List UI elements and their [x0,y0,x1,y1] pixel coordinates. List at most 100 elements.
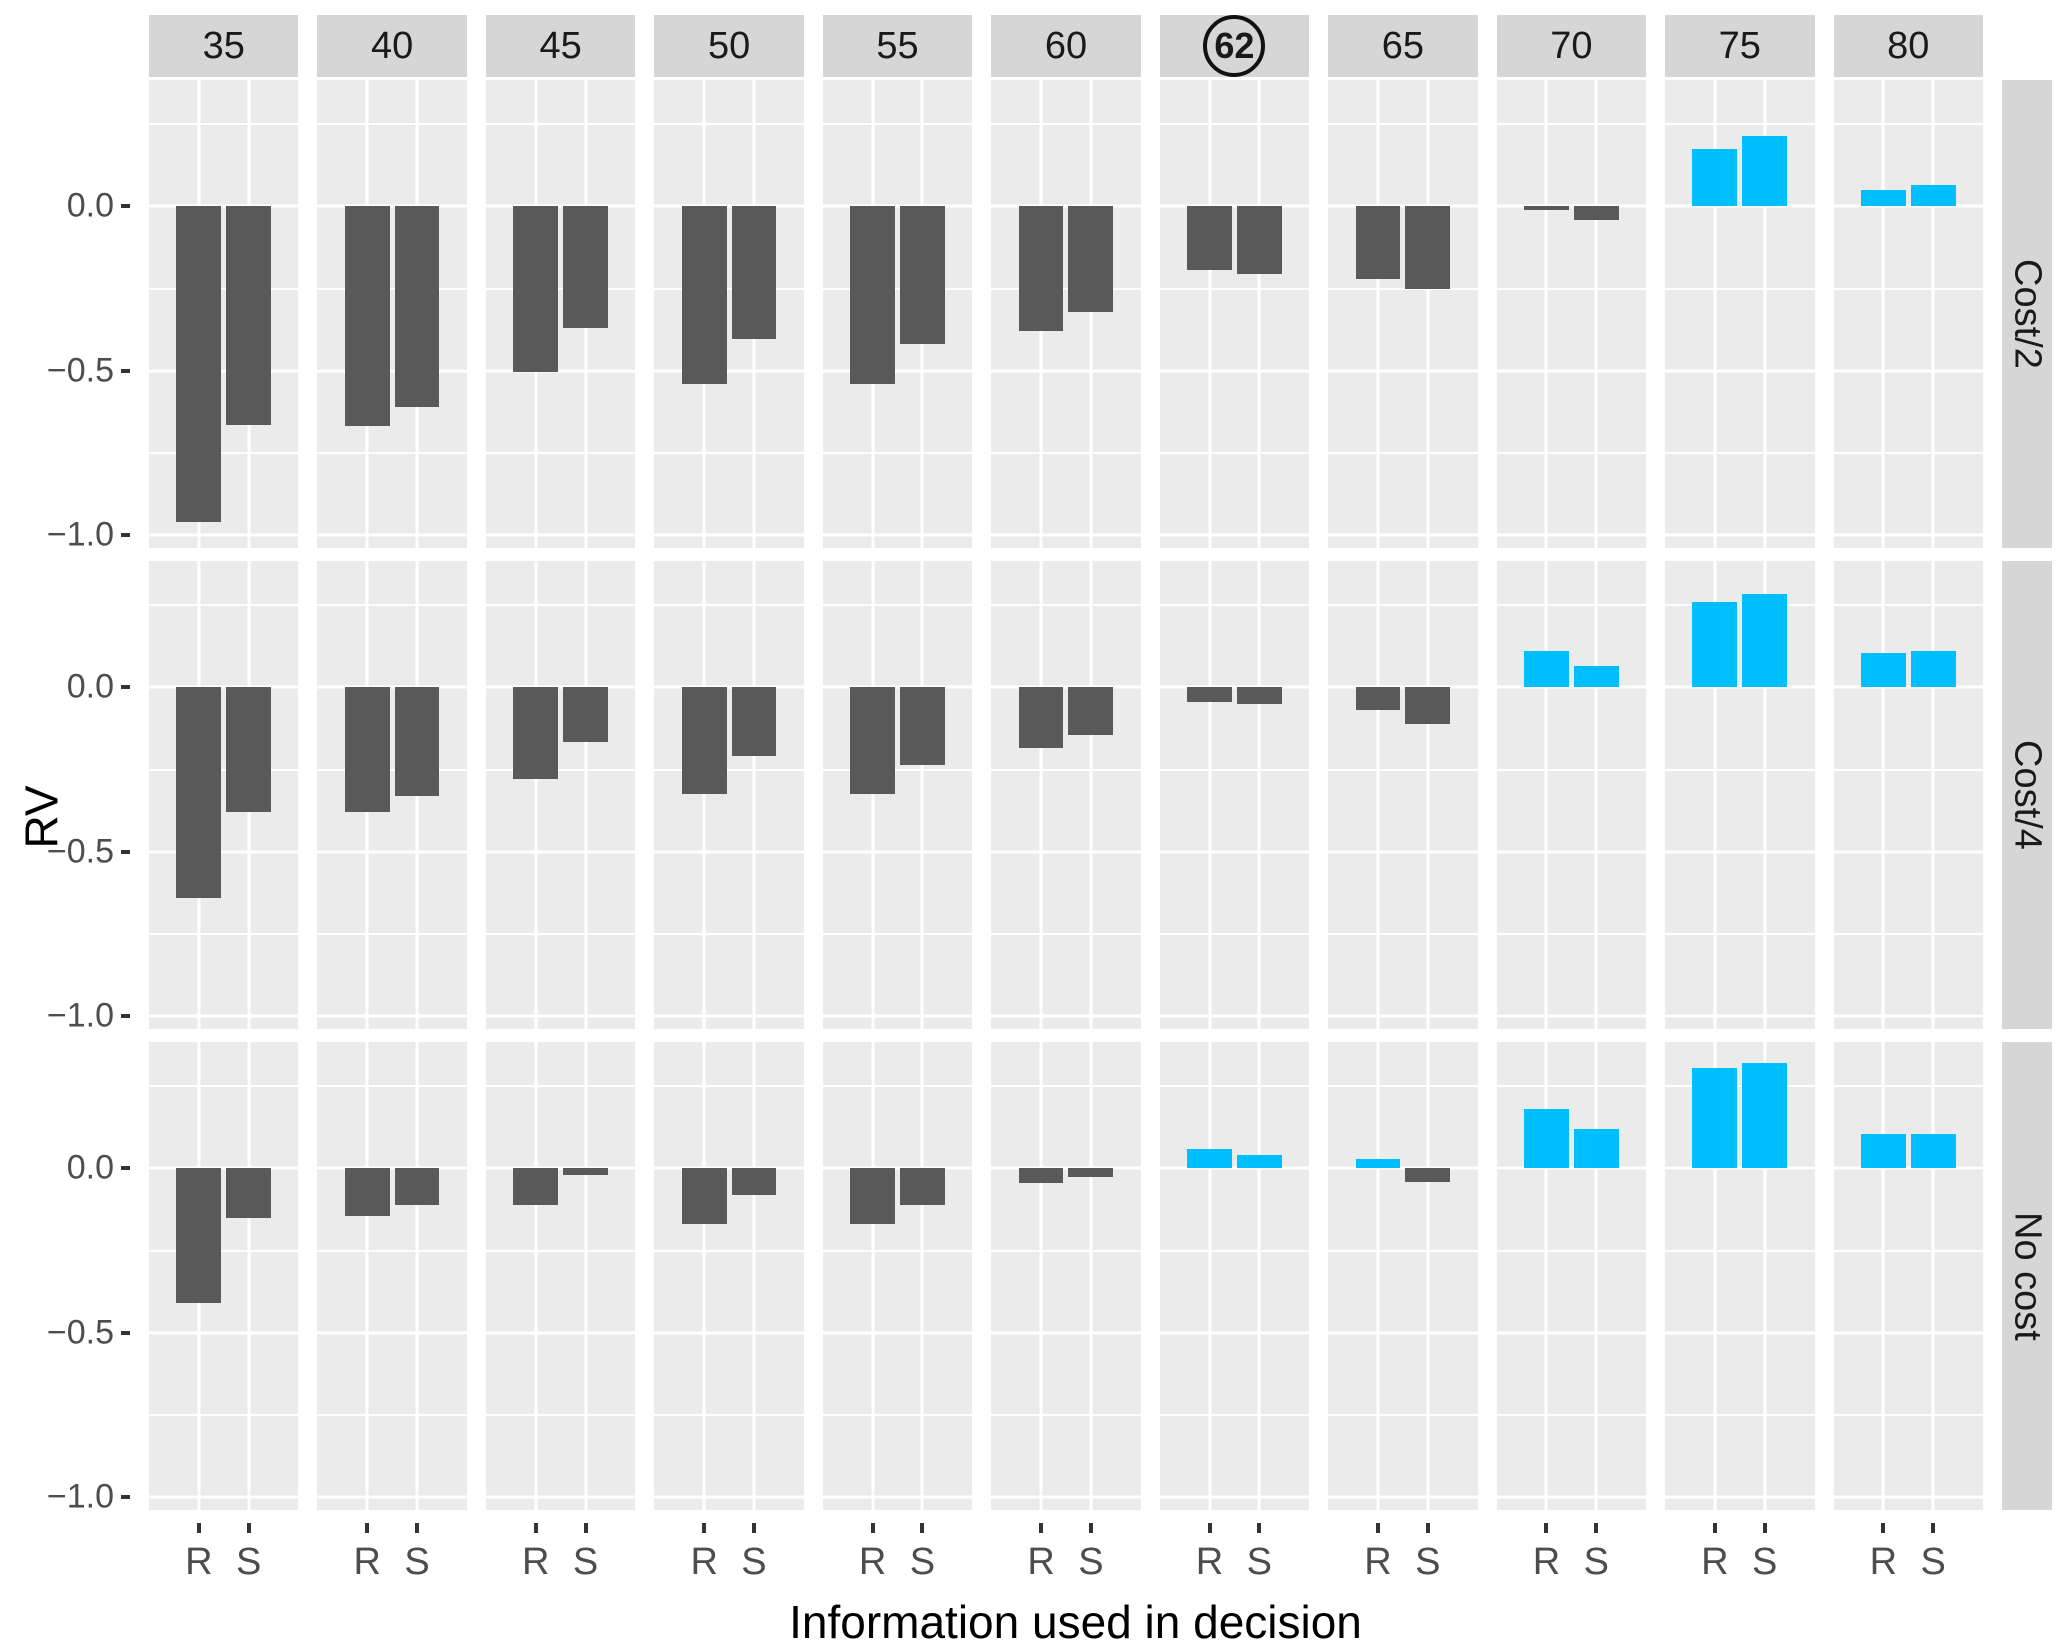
x-tick-mark [365,1523,370,1533]
col-facet-label: 40 [371,24,414,67]
x-category-label-S: S [741,1541,767,1583]
y-tick-mark [121,204,130,209]
major-gridline-h [1833,533,1983,537]
x-axis-left-spacer [0,1523,130,1589]
bar-S-70 [1573,206,1619,220]
major-gridline-h [1496,369,1647,373]
bar-R-50 [681,687,727,795]
major-gridline-v [1594,561,1598,1029]
minor-gridline-h [822,1249,973,1252]
major-gridline-v [1881,80,1885,548]
major-gridline-v [1594,80,1598,548]
y-tick-mark [121,1330,130,1335]
col-facet-label: 70 [1550,24,1593,67]
major-gridline-h [822,533,973,537]
bar-R-80 [1860,652,1906,688]
x-tick-mark [583,1523,588,1533]
minor-gridline-h [822,287,973,290]
y-tick-label: 0.0 [66,186,114,225]
col-facet-strip-62: 62 [1159,15,1310,77]
bar-R-60 [1018,1168,1064,1184]
facet-panel-cost-4-70 [1496,561,1647,1029]
minor-gridline-h [1665,932,1815,935]
facet-panel-cost-2-45 [485,80,636,548]
minor-gridline-h [1328,1249,1478,1252]
facet-panel-no-cost-45 [485,1042,636,1510]
bar-S-65 [1405,1168,1451,1182]
facet-panel-cost-4-75 [1665,561,1815,1029]
major-gridline-v [1763,561,1767,1029]
bar-S-75 [1742,135,1788,207]
minor-gridline-h [1159,932,1310,935]
major-gridline-h [1496,204,1647,208]
major-gridline-v [1713,561,1717,1029]
facet-row-cost-4: 0.0 −0.5 −1.0 Cost/4 [0,561,2067,1034]
minor-gridline-h [654,604,804,607]
minor-gridline-h [1159,768,1310,771]
major-gridline-h [1159,1331,1310,1335]
facet-panel-cost-2-35 [149,80,299,548]
bar-R-65 [1355,687,1401,711]
minor-gridline-h [149,932,299,935]
bar-R-65 [1355,206,1401,279]
major-gridline-h [149,204,299,208]
major-gridline-h [485,204,636,208]
major-gridline-h [1665,533,1815,537]
minor-gridline-h [317,604,467,607]
facet-panel-no-cost-70 [1496,1042,1647,1510]
minor-gridline-h [1833,932,1983,935]
bar-R-60 [1018,206,1064,332]
minor-gridline-h [317,451,467,454]
major-gridline-h [149,533,299,537]
y-tick-mark [121,1494,130,1499]
major-gridline-v [534,1042,538,1510]
bar-S-60 [1068,1168,1114,1177]
minor-gridline-h [1159,451,1310,454]
major-gridline-h [822,850,973,854]
x-category-label-S: S [1246,1541,1273,1583]
x-category-label-R: R [858,1541,887,1583]
major-gridline-h [1665,1014,1815,1018]
facet-panel-cost-2-75 [1665,80,1815,548]
minor-gridline-h [149,604,299,607]
major-gridline-v [365,1042,369,1510]
major-gridline-v [702,561,706,1029]
minor-gridline-h [149,1085,299,1088]
facet-panel-no-cost-60 [991,1042,1141,1510]
x-category-label-R: R [1869,1541,1898,1583]
major-gridline-v [584,561,588,1029]
major-gridline-h [1328,1014,1478,1018]
major-gridline-h [991,850,1141,854]
major-gridline-h [822,204,973,208]
bar-R-45 [513,206,559,373]
x-tick-mark [1257,1523,1262,1533]
x-tick-mark [1039,1523,1044,1533]
major-gridline-h [485,1014,636,1018]
major-gridline-h [1496,685,1647,689]
major-gridline-h [822,369,973,373]
major-gridline-v [1208,561,1212,1029]
facet-panel-cost-2-50 [654,80,804,548]
major-gridline-h [1496,1166,1647,1170]
minor-gridline-h [1833,451,1983,454]
col-facet-label: 55 [876,24,919,67]
major-gridline-h [1159,1495,1310,1499]
strip-row-right-spacer [2002,15,2052,77]
major-gridline-h [1665,1495,1815,1499]
minor-gridline-h [1328,932,1478,935]
minor-gridline-h [317,1085,467,1088]
bar-R-65 [1355,1158,1401,1169]
minor-gridline-h [317,1249,467,1252]
bar-S-50 [731,687,777,757]
minor-gridline-h [1833,287,1983,290]
minor-gridline-h [1665,1085,1815,1088]
facet-panel-cost-4-35 [149,561,299,1029]
minor-gridline-h [1665,451,1815,454]
major-gridline-h [1833,1166,1983,1170]
minor-gridline-h [1159,287,1310,290]
major-gridline-h [991,369,1141,373]
